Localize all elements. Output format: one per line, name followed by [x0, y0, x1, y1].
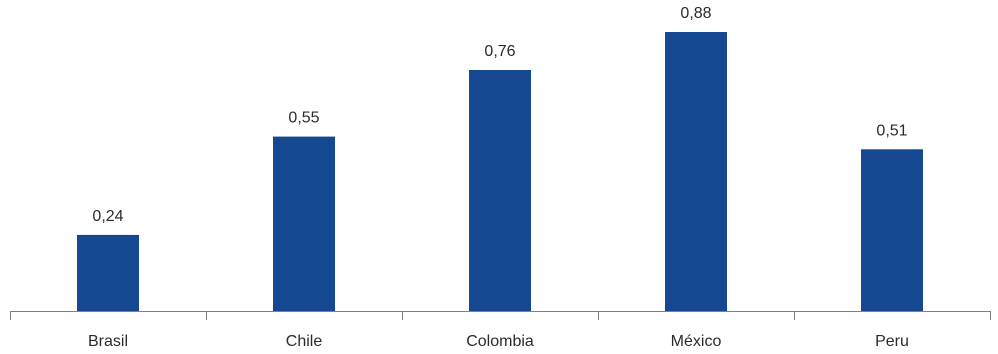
value-label-peru: 0,51 [876, 122, 907, 139]
bars [77, 32, 923, 311]
category-label-colombia: Colombia [466, 333, 534, 350]
category-label-chile: Chile [286, 333, 323, 350]
value-label-brasil: 0,24 [92, 208, 123, 225]
bar-colombia [469, 70, 531, 311]
category-label-peru: Peru [875, 333, 909, 350]
bar-chile [273, 136, 335, 311]
bar-peru [861, 149, 923, 311]
x-axis-ticks [10, 311, 991, 320]
bar-mexico [665, 32, 727, 311]
value-label-mexico: 0,88 [680, 5, 711, 22]
value-label-colombia: 0,76 [484, 43, 515, 60]
category-label-brasil: Brasil [88, 333, 128, 350]
bar-brasil [77, 234, 139, 311]
category-label-mexico: México [671, 333, 722, 350]
value-labels: 0,24 0,55 0,76 0,88 0,51 [92, 5, 907, 225]
x-axis-labels: Brasil Chile Colombia México Peru [88, 333, 909, 350]
value-label-chile: 0,55 [288, 110, 319, 127]
